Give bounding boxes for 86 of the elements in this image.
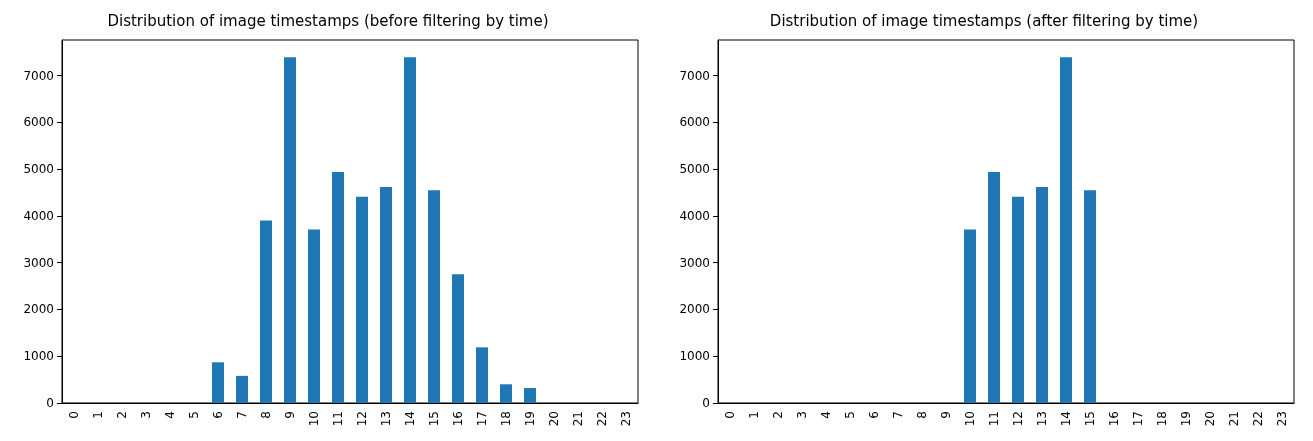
y-tick-label: 3000 [679, 255, 710, 270]
x-tick-label: 21 [571, 411, 585, 427]
bar [476, 347, 488, 403]
x-tick-label: 1 [91, 411, 105, 419]
x-tick-label: 2 [771, 411, 785, 419]
x-tick-label: 3 [795, 411, 809, 419]
y-tick-label: 1000 [679, 349, 710, 364]
x-tick-label: 7 [891, 411, 905, 419]
bar [356, 196, 368, 403]
y-tick-label: 7000 [23, 68, 54, 83]
x-tick-label: 12 [1011, 411, 1025, 427]
bar [332, 171, 344, 403]
x-tick-label: 16 [1107, 411, 1121, 427]
y-tick-label: 6000 [679, 115, 710, 130]
y-tick-label: 2000 [23, 302, 54, 317]
x-tick-label: 11 [331, 411, 345, 427]
x-tick-label: 19 [1179, 411, 1193, 427]
x-tick-label: 18 [1155, 411, 1169, 427]
x-tick-label: 10 [307, 411, 321, 427]
y-tick-label: 1000 [23, 349, 54, 364]
y-tick-label: 4000 [23, 208, 54, 223]
x-tick-label: 3 [139, 411, 153, 419]
x-tick-label: 14 [403, 411, 417, 427]
x-tick-label: 13 [379, 411, 393, 427]
x-tick-label: 7 [235, 411, 249, 419]
x-tick-label: 20 [1203, 411, 1217, 427]
y-tick-label: 4000 [679, 208, 710, 223]
bar [452, 274, 464, 403]
y-tick-label: 3000 [23, 255, 54, 270]
x-tick-label: 5 [187, 411, 201, 419]
y-tick-label: 6000 [23, 115, 54, 130]
x-tick-label: 0 [67, 411, 81, 419]
x-tick-label: 9 [283, 411, 297, 419]
x-tick-label: 15 [427, 411, 441, 427]
x-tick-label: 17 [1131, 411, 1145, 427]
x-tick-label: 20 [547, 411, 561, 427]
bar [212, 362, 224, 403]
bar [404, 57, 416, 403]
x-tick-label: 10 [963, 411, 977, 427]
bar [428, 190, 440, 403]
x-tick-label: 23 [1275, 411, 1289, 427]
x-tick-label: 14 [1059, 411, 1073, 427]
bar [1060, 57, 1072, 403]
x-tick-label: 8 [915, 411, 929, 419]
bar [524, 388, 536, 403]
y-tick-label: 0 [702, 396, 710, 410]
x-tick-label: 13 [1035, 411, 1049, 427]
x-tick-label: 0 [723, 411, 737, 419]
x-tick-label: 4 [819, 411, 833, 419]
y-tick-label: 7000 [679, 68, 710, 83]
x-tick-label: 22 [595, 411, 609, 427]
x-tick-label: 16 [451, 411, 465, 427]
y-tick-label: 5000 [23, 162, 54, 177]
x-tick-label: 1 [747, 411, 761, 419]
x-tick-label: 21 [1227, 411, 1241, 427]
bar [988, 171, 1000, 403]
bar [380, 186, 392, 403]
x-tick-label: 6 [211, 411, 225, 419]
x-tick-label: 11 [987, 411, 1001, 427]
y-tick-label: 2000 [679, 302, 710, 317]
bar [308, 229, 320, 403]
x-tick-label: 23 [619, 411, 633, 427]
bar [284, 57, 296, 403]
bar [964, 229, 976, 403]
y-tick-label: 0 [46, 396, 54, 410]
chart-title: Distribution of image timestamps (before filtering by time) [107, 11, 549, 30]
x-tick-label: 12 [355, 411, 369, 427]
y-tick-label: 5000 [679, 162, 710, 177]
x-tick-label: 17 [475, 411, 489, 427]
x-tick-label: 2 [115, 411, 129, 419]
x-tick-label: 18 [499, 411, 513, 427]
chart-title: Distribution of image timestamps (after filtering by time) [769, 11, 1199, 30]
x-tick-label: 4 [163, 411, 177, 419]
x-tick-label: 19 [523, 411, 537, 427]
x-tick-label: 15 [1083, 411, 1097, 427]
x-tick-label: 6 [867, 411, 881, 419]
x-tick-label: 5 [843, 411, 857, 419]
bar [260, 220, 272, 403]
bar [1036, 186, 1048, 403]
bar [500, 384, 512, 403]
x-tick-label: 22 [1251, 411, 1265, 427]
x-tick-label: 8 [259, 411, 273, 419]
bar [1012, 196, 1024, 403]
bar [1084, 190, 1096, 403]
bar [236, 375, 248, 403]
x-tick-label: 9 [939, 411, 953, 419]
